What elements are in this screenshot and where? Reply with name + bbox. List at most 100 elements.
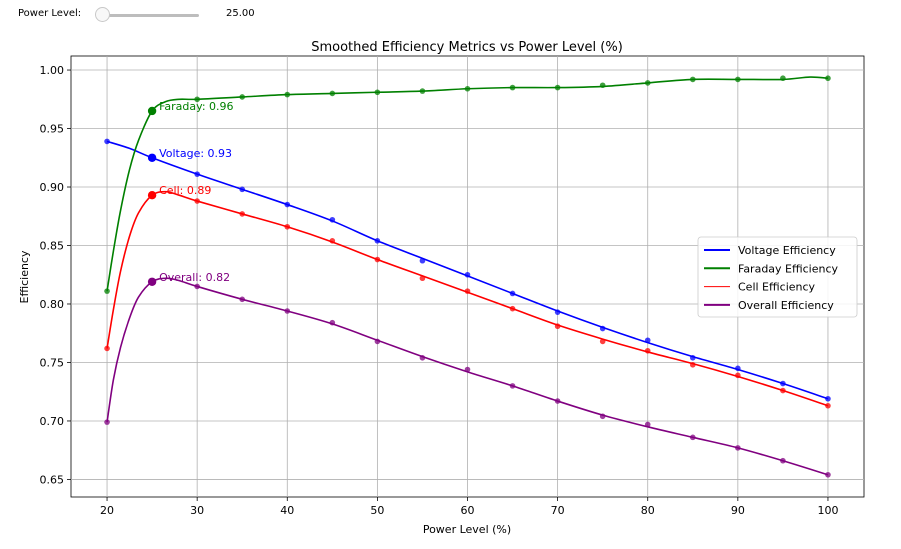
voltage-efficiency-point [329,216,336,223]
y-tick-label: 0.65 [40,473,65,486]
cell-efficiency-point [239,211,246,217]
faraday-efficiency-point [599,82,606,89]
voltage-efficiency-point [509,290,516,297]
legend-entry: Overall Efficiency [738,299,834,312]
overall-efficiency-point [825,471,831,478]
cell-efficiency-point [509,305,516,312]
faraday-efficiency-point [509,84,516,91]
legend-box [697,236,858,318]
faraday-efficiency-point [689,76,696,83]
annotations: Faraday: 0.96 Voltage: 0.93 Cell: 0.89 Over… [147,100,234,286]
cell-efficiency-point [599,338,606,345]
cell-efficiency-point [104,345,110,352]
faraday-efficiency-point [825,75,831,82]
y-tick-label: 0.70 [40,415,65,428]
legend-entry: Faraday Efficiency [738,262,839,275]
faraday-efficiency-point [780,75,786,82]
overall-efficiency-point [239,296,246,303]
y-axis-label: Efficiency [18,250,31,303]
faraday-marker [147,106,157,116]
cell-efficiency-point [825,402,831,409]
voltage-efficiency-line [106,140,829,400]
faraday-efficiency-point [554,84,561,91]
power-level-slider-handle[interactable] [94,7,110,22]
voltage-efficiency-point [284,201,291,208]
x-tick-label: 100 [817,504,838,517]
annotation-label: Voltage: 0.93 [159,147,232,160]
x-tick-label: 70 [551,504,565,517]
faraday-efficiency-point [735,76,741,83]
x-tick-label: 50 [370,504,384,517]
voltage-efficiency-point [104,138,110,145]
faraday-efficiency-point [104,288,110,294]
x-axis-label: Power Level (%) [423,523,511,536]
overall-efficiency-point [780,457,786,464]
voltage-efficiency-point [194,171,200,177]
legend: Voltage Efficiency Faraday Efficiency Cell… [697,236,858,318]
voltage-efficiency-point [599,325,606,332]
cell-efficiency-point [464,288,471,294]
cell-efficiency-point [374,256,381,263]
overall-efficiency-point [599,413,606,420]
overall-efficiency-point [464,366,471,373]
power-level-label: Power Level: [18,8,82,19]
y-tick-label: 0.80 [40,298,65,311]
overall-efficiency-point [329,319,336,326]
power-level-slider-track[interactable] [96,14,199,17]
y-tick-label: 0.75 [40,356,65,369]
voltage-efficiency-point [419,257,426,264]
voltage-efficiency-point [374,238,381,244]
voltage-efficiency-point [644,337,651,344]
cell-efficiency-point [780,387,786,394]
cell-efficiency-point [284,223,291,230]
voltage-efficiency-point [554,309,561,315]
overall-efficiency-point [194,283,200,290]
overall-efficiency-point [554,398,561,404]
legend-entry: Voltage Efficiency [738,244,836,257]
y-tick-label: 0.85 [40,240,65,253]
x-tick-label: 90 [731,504,745,517]
overall-efficiency-point [644,421,651,428]
voltage-efficiency-point [735,365,741,372]
cell-efficiency-point [329,238,336,244]
power-level-slider-bar: Power Level: 25.00 [0,0,901,30]
voltage-marker [147,153,157,162]
voltage-efficiency-point [239,186,246,193]
voltage-efficiency-point [780,380,786,387]
overall-efficiency-point [735,445,741,451]
overall-efficiency-point [284,308,291,314]
annotation-label: Faraday: 0.96 [159,100,233,113]
y-tick-label: 0.95 [40,123,65,136]
legend-entry: Cell Efficiency [738,281,816,294]
cell-efficiency-point [554,323,561,330]
x-tick-label: 30 [190,504,204,517]
x-tick-label: 60 [461,504,475,517]
cell-efficiency-point [644,347,651,354]
voltage-efficiency-point [464,271,471,278]
overall-marker [147,277,157,286]
chart-title: Smoothed Efficiency Metrics vs Power Lev… [311,40,623,55]
faraday-efficiency-point [374,89,381,96]
faraday-efficiency-point [329,90,336,97]
faraday-efficiency-point [464,85,471,92]
faraday-efficiency-line [106,76,829,292]
x-tick-label: 80 [641,504,655,517]
overall-efficiency-point [419,354,426,361]
x-tick-label: 40 [280,504,294,517]
cell-efficiency-point [194,198,200,204]
cell-efficiency-point [419,275,426,282]
faraday-efficiency-point [419,88,426,94]
axes: 20 30 40 50 60 70 80 90 100 0.65 0.70 0.75 0.80 0.85 0… [40,64,839,517]
y-tick-label: 0.90 [40,181,65,194]
overall-efficiency-point [374,338,381,345]
cell-efficiency-point [689,362,696,368]
faraday-efficiency-point [284,91,291,98]
annotation-label: Cell: 0.89 [159,184,211,197]
power-level-value: 25.00 [226,8,255,19]
voltage-efficiency-point [689,354,696,361]
voltage-efficiency-point [825,395,831,402]
grid-lines [71,56,864,497]
faraday-efficiency-point [239,94,246,100]
cell-marker [147,191,157,200]
